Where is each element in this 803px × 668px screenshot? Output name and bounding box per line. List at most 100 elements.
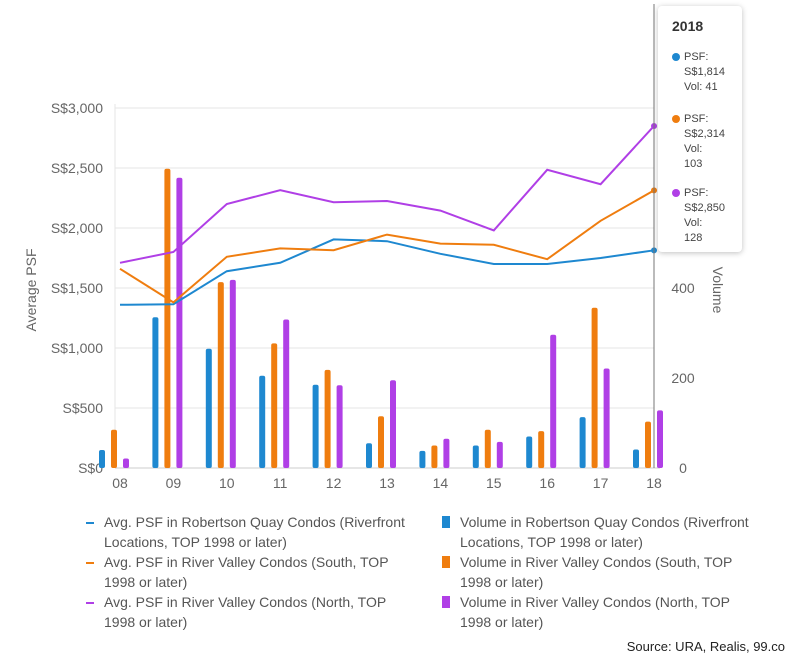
tooltip-entry-line: 103 xyxy=(684,158,703,170)
volume-bar[interactable] xyxy=(152,317,159,468)
tooltip-entry-text: PSF: S$1,814 Vol: 41 xyxy=(684,50,738,95)
volume-bar[interactable] xyxy=(283,319,290,469)
gridlines xyxy=(115,107,654,469)
y-left-tick-label: S$1,000 xyxy=(51,340,103,356)
tooltip-title: 2018 xyxy=(672,18,704,34)
legend-label: Avg. PSF in Robertson Quay Condos (River… xyxy=(104,512,405,552)
left-axis-ticks: S$0 S$500 S$1,000 S$1,500 S$2,000 S$2,500 S$3,… xyxy=(51,100,103,476)
volume-bar[interactable] xyxy=(645,421,651,468)
volume-bar[interactable] xyxy=(472,445,479,469)
legend-line-symbol xyxy=(86,552,94,572)
x-tick-label: 11 xyxy=(273,475,288,491)
volume-bar[interactable] xyxy=(538,431,545,468)
tooltip-entry-line: 128 xyxy=(684,232,703,244)
y-right-tick-label: 0 xyxy=(679,460,687,476)
y-left-tick-label: S$3,000 xyxy=(51,100,103,116)
volume-bar[interactable] xyxy=(259,375,266,468)
x-tick-label: 17 xyxy=(593,475,609,491)
x-tick-label: 15 xyxy=(486,475,502,491)
volume-bar[interactable] xyxy=(484,429,491,468)
x-tick-label: 18 xyxy=(646,475,662,491)
legend-bar-symbol xyxy=(442,592,450,612)
tooltip-entry: PSF: S$1,814 Vol: 41 xyxy=(672,50,738,95)
y-left-tick-label: S$2,500 xyxy=(51,160,103,176)
volume-bar[interactable] xyxy=(443,438,450,468)
psf-line[interactable] xyxy=(119,238,655,306)
right-axis-ticks: 0 200 400 xyxy=(671,280,695,476)
volume-bar[interactable] xyxy=(419,450,426,468)
volume-bar[interactable] xyxy=(336,385,343,468)
volume-bar[interactable] xyxy=(579,417,586,468)
psf-lines xyxy=(119,123,657,306)
x-tick-label: 14 xyxy=(433,475,449,491)
legend-label-line: 1998 or later) xyxy=(460,614,544,630)
legend-bar-symbol xyxy=(442,552,450,572)
tooltip-entry-line: S$2,314 xyxy=(684,128,725,140)
tooltip-entry-line: PSF: xyxy=(684,51,709,63)
tooltip-entry-text: PSF: S$2,314 Vol: 103 xyxy=(684,112,738,172)
y-axis-left-title: Average PSF xyxy=(23,248,39,331)
volume-bar[interactable] xyxy=(123,458,129,468)
x-tick-label: 09 xyxy=(166,475,182,491)
y-axis-right-title: Volume xyxy=(710,267,726,314)
tooltip-entry-text: PSF: S$2,850 Vol: 128 xyxy=(684,186,738,246)
legend-item[interactable]: Volume in River Valley Condos (North, TO… xyxy=(442,592,772,632)
legend-item[interactable]: Volume in Robertson Quay Condos (Riverfr… xyxy=(442,512,772,552)
tooltip-entry-line: PSF: xyxy=(684,113,709,125)
tooltip-entry-line: S$1,814 xyxy=(684,66,725,78)
volume-bar[interactable] xyxy=(550,334,557,468)
y-right-tick-label: 400 xyxy=(671,280,695,296)
volume-bar[interactable] xyxy=(657,410,663,468)
volume-bar[interactable] xyxy=(591,307,598,468)
source-note: Source: URA, Realis, 99.co xyxy=(626,639,785,654)
tooltip-series-dot xyxy=(672,189,680,197)
legend-label: Avg. PSF in River Valley Condos (South, … xyxy=(104,552,389,592)
legend-line-symbol xyxy=(86,512,94,532)
legend-label-line: Avg. PSF in River Valley Condos (North, … xyxy=(104,594,387,610)
legend-label-line: Avg. PSF in Robertson Quay Condos (River… xyxy=(104,514,405,530)
legend-label: Volume in River Valley Condos (South, TO… xyxy=(460,552,732,592)
legend-label-line: 1998 or later) xyxy=(460,574,544,590)
legend-item[interactable]: Avg. PSF in River Valley Condos (North, … xyxy=(86,592,426,632)
x-tick-label: 12 xyxy=(326,475,342,491)
tooltip-entry-line: Vol: xyxy=(684,143,703,155)
x-tick-label: 16 xyxy=(539,475,555,491)
legend-label-line: Volume in River Valley Condos (South, TO… xyxy=(460,554,733,570)
volume-bar[interactable] xyxy=(229,279,236,468)
psf-line[interactable] xyxy=(119,189,655,304)
volume-bar[interactable] xyxy=(111,429,117,468)
volume-bar[interactable] xyxy=(603,368,610,468)
tooltip-series-dot xyxy=(672,115,680,123)
legend-label-line: Avg. PSF in River Valley Condos (South, … xyxy=(104,554,389,570)
volume-bar[interactable] xyxy=(205,348,212,468)
x-tick-label: 08 xyxy=(112,475,128,491)
volume-bar[interactable] xyxy=(496,441,503,468)
volume-bar[interactable] xyxy=(176,177,183,468)
legend-item[interactable]: Avg. PSF in Robertson Quay Condos (River… xyxy=(86,512,426,552)
volume-bar[interactable] xyxy=(324,369,331,468)
psf-line[interactable] xyxy=(119,125,655,264)
legend-label: Volume in River Valley Condos (North, TO… xyxy=(460,592,730,632)
y-left-tick-label: S$1,500 xyxy=(51,280,103,296)
volume-bar[interactable] xyxy=(99,450,105,468)
legend-label: Volume in Robertson Quay Condos (Riverfr… xyxy=(460,512,749,552)
x-axis-ticks: 08 09 10 11 12 13 14 15 16 17 18 xyxy=(112,104,662,491)
volume-bar[interactable] xyxy=(390,380,396,468)
legend-label-line: Volume in Robertson Quay Condos (Riverfr… xyxy=(460,514,749,530)
legend-item[interactable]: Volume in River Valley Condos (South, TO… xyxy=(442,552,772,592)
volume-bar[interactable] xyxy=(633,449,639,468)
tooltip: 2018 PSF: S$1,814 Vol: 41 PSF: S$2,314 Vol: 10… xyxy=(658,6,742,252)
volume-bar[interactable] xyxy=(217,282,224,468)
legend-item[interactable]: Avg. PSF in River Valley Condos (South, … xyxy=(86,552,426,592)
volume-bar[interactable] xyxy=(312,384,319,468)
volume-bar[interactable] xyxy=(271,343,278,468)
volume-bar[interactable] xyxy=(164,168,171,468)
volume-bar[interactable] xyxy=(366,443,372,468)
volume-bar[interactable] xyxy=(378,416,384,468)
volume-bar[interactable] xyxy=(431,445,438,469)
tooltip-entry-line: Vol: xyxy=(684,217,703,229)
x-tick-label: 10 xyxy=(219,475,235,491)
volume-bar[interactable] xyxy=(526,436,533,469)
tooltip-entry: PSF: S$2,314 Vol: 103 xyxy=(672,112,738,172)
